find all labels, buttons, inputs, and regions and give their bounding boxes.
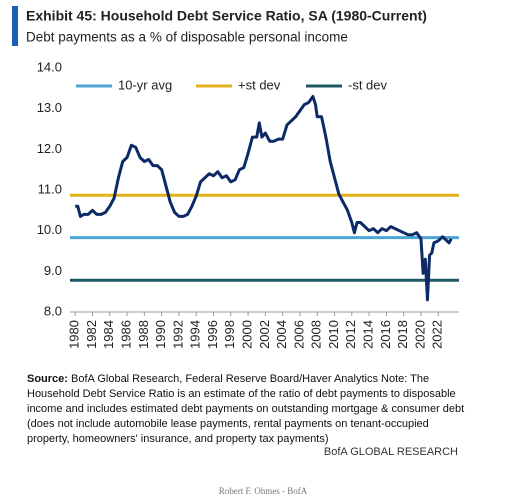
x-tick-label: 2022	[430, 320, 445, 349]
credit: Robert F. Ohmes - BofA	[218, 486, 308, 496]
x-tick-label: 2004	[274, 320, 289, 349]
y-tick-label: 9.0	[44, 263, 62, 278]
x-tick-label: 2006	[291, 320, 306, 349]
y-tick-label: 12.0	[37, 141, 62, 156]
x-tick-label: 1998	[222, 320, 237, 349]
source-text: BofA Global Research, Federal Reserve Bo…	[27, 373, 465, 445]
x-tick-label: 2000	[240, 320, 255, 349]
x-tick-label: 1994	[188, 320, 203, 349]
data-line	[75, 94, 453, 302]
x-tick-label: 1990	[153, 320, 168, 349]
x-tick-label: 1992	[170, 320, 185, 349]
x-tick-label: 2016	[378, 320, 393, 349]
source-label: Source:	[27, 373, 68, 385]
x-tick-label: 2014	[361, 320, 376, 349]
y-tick-label: 13.0	[37, 100, 62, 115]
x-tick-label: 1984	[101, 320, 116, 349]
y-tick-label: 14.0	[37, 59, 62, 74]
chart-title: Exhibit 45: Household Debt Service Ratio…	[26, 8, 427, 24]
x-tick-label: 2010	[326, 320, 341, 349]
brand: BofA GLOBAL RESEARCH	[323, 446, 458, 458]
y-tick-label: 11.0	[38, 181, 62, 196]
source-note: Source: BofA Global Research, Federal Re…	[27, 372, 467, 447]
x-tick-label: 2018	[395, 320, 410, 349]
y-tick-label: 10.0	[37, 222, 62, 237]
y-tick-label: 8.0	[44, 303, 62, 318]
chart-subtitle: Debt payments as a % of disposable perso…	[26, 30, 348, 45]
x-tick-label: 2008	[309, 320, 324, 349]
legend-label: +st dev	[238, 77, 281, 92]
legend-label: 10-yr avg	[118, 77, 172, 92]
x-tick-label: 2020	[412, 320, 427, 349]
x-tick-label: 1986	[118, 320, 133, 349]
x-tick-label: 2002	[257, 320, 272, 349]
x-tick-label: 2012	[343, 320, 358, 349]
chart: Exhibit 45: Household Debt Service Ratio…	[12, 6, 459, 349]
title-accent	[12, 6, 18, 46]
x-tick-label: 1980	[67, 320, 82, 349]
x-tick-label: 1982	[84, 320, 99, 349]
x-tick-label: 1988	[136, 320, 151, 349]
x-tick-label: 1996	[205, 320, 220, 349]
legend-label: -st dev	[348, 77, 388, 92]
